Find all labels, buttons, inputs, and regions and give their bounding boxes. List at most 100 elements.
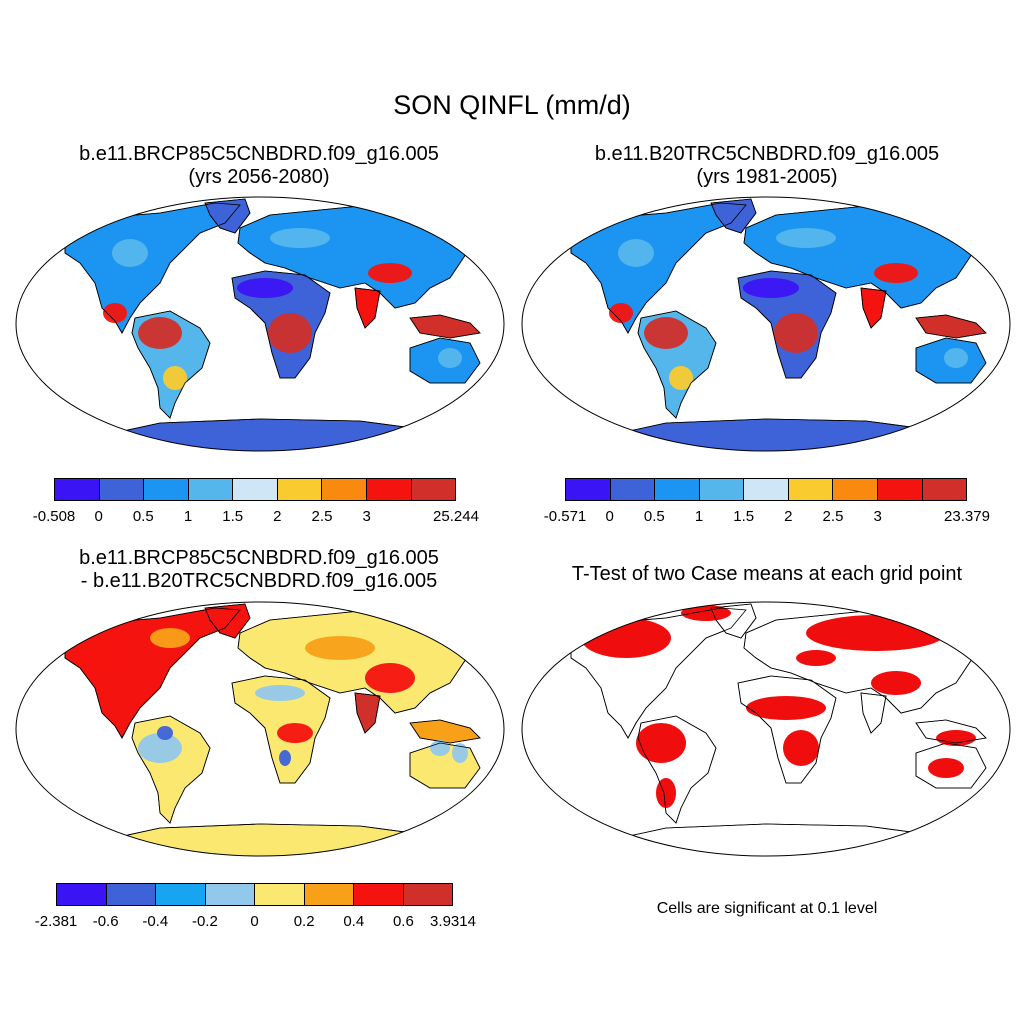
colorbar-tick-label: -0.571 (543, 508, 587, 525)
value-patch (270, 228, 330, 248)
value-patch (305, 636, 375, 660)
value-patch (636, 723, 686, 763)
panel-1-title-line2: (yrs 2056-2080) (188, 166, 330, 188)
map-border (15, 196, 505, 452)
value-patch (237, 278, 293, 298)
colorbar-tick-label: 0.4 (343, 913, 365, 930)
main-title: SON QINFL (mm/d) (393, 90, 631, 120)
colorbar-swatch (57, 884, 107, 905)
value-patch (255, 685, 305, 701)
colorbar-swatch (610, 479, 656, 500)
colorbar-swatch (744, 479, 789, 500)
panel-1-title-line1: b.e11.BRCP85C5CNBDRD.f09_g16.005 (79, 143, 439, 165)
colorbar-tick-label: 0 (605, 508, 614, 525)
colorbar-panel-1 (54, 478, 456, 501)
map-panel-4 (521, 601, 1011, 857)
value-patch (681, 605, 731, 621)
value-patch (296, 283, 324, 303)
colorbar-tick-label: -0.4 (142, 913, 169, 930)
colorbar-swatch (699, 479, 745, 500)
panel-3-title-line2: - b.e11.B20TRC5CNBDRD.f09_g16.005 (80, 570, 438, 592)
value-patch (157, 726, 173, 740)
colorbar-swatch (354, 884, 404, 905)
value-patch (669, 366, 693, 390)
value-patch (783, 730, 819, 766)
colorbar-tick-label: 3.9314 (430, 913, 476, 930)
continent-northAmerica (570, 202, 747, 334)
value-patch (268, 313, 312, 353)
value-patch (581, 618, 671, 658)
panel-2-title: b.e11.B20TRC5CNBDRD.f09_g16.005 (yrs 198… (544, 143, 990, 189)
value-patch (796, 650, 836, 666)
map-border (521, 601, 1011, 857)
colorbar-swatch (655, 479, 700, 500)
colorbar-tick-label: 0.5 (132, 508, 154, 525)
colorbar-tick-label: -2.381 (34, 913, 78, 930)
value-patch (103, 303, 127, 323)
value-patch (420, 320, 460, 336)
colorbar-tick-label: 2.5 (311, 508, 333, 525)
value-patch (138, 317, 182, 349)
colorbar-tick-label: 0.2 (293, 913, 315, 930)
colorbar-tick-label: 0 (250, 913, 259, 930)
colorbar-tick-label: 25.244 (433, 508, 479, 525)
colorbar-tick-label: 3 (873, 508, 882, 525)
colorbar-tick-label: -0.6 (92, 913, 119, 930)
value-patch (644, 317, 688, 349)
colorbar-swatch (205, 884, 255, 905)
value-patch (438, 348, 462, 368)
value-patch (776, 228, 836, 248)
panel-1-title: b.e11.BRCP85C5CNBDRD.f09_g16.005 (yrs 20… (36, 143, 482, 189)
value-patch (746, 696, 826, 720)
colorbar-labels-panel-1: -0.508 0 0.5 1 1.5 2 2.5 3 25.244 (33, 508, 479, 528)
colorbar-tick-label: 1.5 (222, 508, 244, 525)
value-patch (150, 628, 190, 648)
continent-india (860, 692, 887, 734)
colorbar-tick-label: 1 (694, 508, 704, 525)
colorbar-panel-2 (565, 478, 967, 501)
colorbar-tick-label: -0.508 (32, 508, 76, 525)
colorbar-swatch (411, 479, 456, 500)
value-patch (138, 733, 182, 763)
value-patch (112, 239, 148, 267)
value-patch (802, 283, 830, 303)
value-patch (618, 239, 654, 267)
colorbar-panel-3 (56, 883, 453, 906)
colorbar-swatch (255, 884, 305, 905)
colorbar-swatch (366, 479, 412, 500)
value-patch (656, 778, 676, 808)
continent-india (354, 287, 381, 329)
colorbar-swatch (922, 479, 967, 500)
colorbar-tick-label: 2.5 (822, 508, 844, 525)
value-patch (871, 671, 921, 695)
colorbar-swatch (403, 884, 452, 905)
colorbar-swatch (788, 479, 834, 500)
colorbar-tick-label: -0.2 (191, 913, 218, 930)
colorbar-swatch (156, 884, 206, 905)
colorbar-swatch (233, 479, 278, 500)
value-patch (774, 313, 818, 353)
colorbar-tick-label: 0 (94, 508, 103, 525)
value-patch (277, 723, 313, 743)
colorbar-tick-label: 2 (273, 508, 282, 525)
colorbar-swatch (188, 479, 234, 500)
continent-africa (737, 675, 837, 784)
value-patch (928, 758, 964, 778)
colorbar-tick-label: 0.6 (392, 913, 414, 930)
colorbar-swatch (144, 479, 189, 500)
colorbar-swatch (99, 479, 145, 500)
colorbar-swatch (833, 479, 878, 500)
value-patch (163, 366, 187, 390)
panel-3-title-line1: b.e11.BRCP85C5CNBDRD.f09_g16.005 (79, 547, 439, 569)
colorbar-tick-label: 1 (183, 508, 193, 525)
colorbar-swatch (566, 479, 611, 500)
continent-india (860, 287, 887, 329)
map-panel-2 (521, 196, 1011, 452)
colorbar-swatch (55, 479, 100, 500)
map-panel-1 (15, 196, 505, 452)
significance-note: Cells are significant at 0.1 level (656, 900, 878, 917)
value-patch (365, 663, 415, 693)
value-patch (743, 278, 799, 298)
colorbar-tick-label: 3 (362, 508, 371, 525)
colorbar-tick-label: 23.379 (944, 508, 990, 525)
